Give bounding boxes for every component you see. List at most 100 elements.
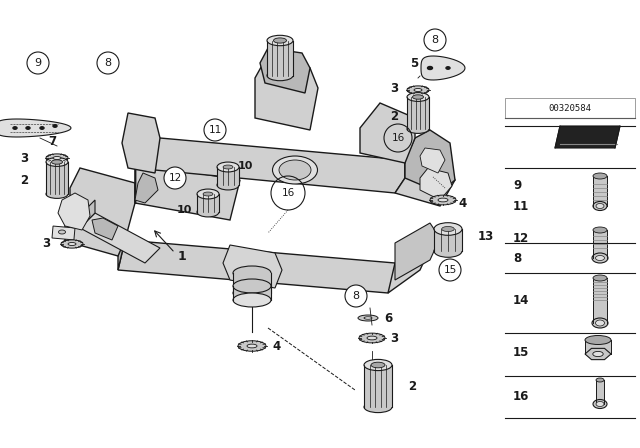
Bar bbox=[434, 229, 462, 251]
Text: 5: 5 bbox=[410, 56, 418, 69]
Polygon shape bbox=[80, 200, 95, 228]
Polygon shape bbox=[395, 160, 455, 206]
Ellipse shape bbox=[414, 89, 422, 91]
Ellipse shape bbox=[371, 362, 385, 368]
Ellipse shape bbox=[68, 242, 76, 246]
Polygon shape bbox=[388, 233, 430, 293]
Polygon shape bbox=[92, 218, 118, 240]
Ellipse shape bbox=[434, 223, 462, 235]
Text: 3: 3 bbox=[42, 237, 50, 250]
Ellipse shape bbox=[238, 341, 266, 351]
Text: 16: 16 bbox=[392, 133, 404, 143]
Ellipse shape bbox=[428, 66, 433, 69]
Ellipse shape bbox=[442, 227, 454, 232]
Ellipse shape bbox=[197, 207, 219, 217]
Ellipse shape bbox=[233, 266, 271, 280]
Ellipse shape bbox=[233, 293, 271, 307]
Polygon shape bbox=[150, 138, 405, 193]
Ellipse shape bbox=[367, 336, 377, 340]
Text: 2: 2 bbox=[408, 379, 416, 392]
Polygon shape bbox=[135, 173, 158, 203]
Text: 11: 11 bbox=[209, 125, 221, 135]
Ellipse shape bbox=[217, 162, 239, 172]
Polygon shape bbox=[65, 210, 70, 241]
Polygon shape bbox=[255, 60, 318, 130]
Ellipse shape bbox=[407, 93, 429, 101]
Bar bbox=[52, 226, 75, 240]
Ellipse shape bbox=[364, 317, 372, 319]
Ellipse shape bbox=[593, 351, 604, 357]
Text: 11: 11 bbox=[513, 199, 529, 212]
Polygon shape bbox=[118, 240, 395, 293]
Polygon shape bbox=[593, 176, 607, 206]
Polygon shape bbox=[395, 223, 440, 280]
Text: 6: 6 bbox=[384, 311, 392, 324]
Circle shape bbox=[164, 167, 186, 189]
Ellipse shape bbox=[58, 230, 65, 234]
Polygon shape bbox=[260, 48, 310, 93]
Polygon shape bbox=[70, 168, 135, 240]
Text: 12: 12 bbox=[168, 173, 182, 183]
Ellipse shape bbox=[434, 245, 462, 257]
Ellipse shape bbox=[595, 320, 605, 326]
Ellipse shape bbox=[596, 401, 604, 406]
Text: 12: 12 bbox=[513, 232, 529, 245]
Polygon shape bbox=[233, 286, 271, 300]
Ellipse shape bbox=[593, 202, 607, 211]
Ellipse shape bbox=[223, 165, 233, 169]
Text: 4: 4 bbox=[272, 340, 280, 353]
Text: 2: 2 bbox=[20, 173, 28, 186]
Circle shape bbox=[345, 285, 367, 307]
Circle shape bbox=[424, 29, 446, 51]
Polygon shape bbox=[360, 103, 415, 163]
Polygon shape bbox=[593, 278, 607, 323]
Text: 7: 7 bbox=[48, 134, 56, 147]
Text: 1: 1 bbox=[178, 250, 187, 263]
Polygon shape bbox=[555, 126, 620, 148]
Text: 14: 14 bbox=[513, 293, 529, 306]
Ellipse shape bbox=[40, 127, 44, 129]
Ellipse shape bbox=[46, 158, 68, 166]
Ellipse shape bbox=[197, 189, 219, 199]
Ellipse shape bbox=[596, 378, 604, 382]
Bar bbox=[364, 365, 392, 407]
Ellipse shape bbox=[407, 125, 429, 134]
Text: 10: 10 bbox=[238, 161, 253, 171]
Ellipse shape bbox=[233, 279, 271, 293]
Polygon shape bbox=[596, 380, 604, 404]
Text: 8: 8 bbox=[353, 291, 360, 301]
Ellipse shape bbox=[446, 67, 450, 69]
Text: 10: 10 bbox=[177, 205, 192, 215]
Ellipse shape bbox=[585, 336, 611, 345]
Ellipse shape bbox=[13, 127, 17, 129]
Ellipse shape bbox=[593, 227, 607, 233]
Polygon shape bbox=[0, 119, 71, 137]
Text: 4: 4 bbox=[458, 197, 467, 210]
Ellipse shape bbox=[430, 195, 456, 205]
Polygon shape bbox=[420, 168, 452, 200]
Text: 3: 3 bbox=[20, 151, 28, 164]
Ellipse shape bbox=[593, 275, 607, 281]
Polygon shape bbox=[593, 230, 607, 258]
Text: 16: 16 bbox=[513, 389, 529, 402]
Text: 3: 3 bbox=[390, 82, 398, 95]
Ellipse shape bbox=[438, 198, 448, 202]
Ellipse shape bbox=[596, 203, 604, 208]
Ellipse shape bbox=[267, 70, 293, 81]
Circle shape bbox=[439, 259, 461, 281]
Ellipse shape bbox=[593, 173, 607, 179]
Ellipse shape bbox=[359, 333, 385, 343]
Ellipse shape bbox=[46, 154, 68, 162]
Ellipse shape bbox=[46, 190, 68, 198]
Text: 00320584: 00320584 bbox=[548, 103, 591, 112]
Polygon shape bbox=[421, 56, 465, 80]
Circle shape bbox=[27, 52, 49, 74]
Text: 8: 8 bbox=[513, 251, 521, 264]
Ellipse shape bbox=[364, 359, 392, 370]
Text: 9: 9 bbox=[35, 58, 42, 68]
Polygon shape bbox=[585, 340, 611, 354]
Ellipse shape bbox=[233, 286, 271, 300]
Bar bbox=[407, 97, 429, 129]
Circle shape bbox=[97, 52, 119, 74]
Polygon shape bbox=[405, 130, 455, 193]
